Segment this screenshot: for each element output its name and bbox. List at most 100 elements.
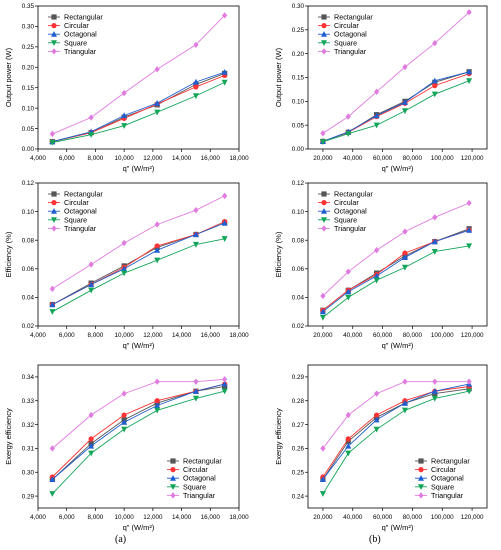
y-tick-label: 0.08 xyxy=(292,237,305,244)
data-point xyxy=(49,139,56,146)
x-tick-label: 6,000 xyxy=(59,332,75,339)
series-line-triangular xyxy=(52,378,225,449)
data-point xyxy=(88,132,95,138)
legend: RectangularCircularOctagonalSquareTriang… xyxy=(48,13,103,56)
x-tick-label: 8,000 xyxy=(88,332,104,339)
x-tick-label: 4,000 xyxy=(30,332,46,339)
y-tick-label: 0.29 xyxy=(22,493,35,500)
legend-marker xyxy=(51,191,57,197)
legend-marker xyxy=(321,191,327,197)
series-line-circular xyxy=(322,229,470,311)
series-square xyxy=(49,79,228,146)
data-point xyxy=(374,390,380,397)
data-point xyxy=(345,411,351,419)
chart-a-1: 4,000 6,000 8,000 10,000 12,000 14,000 16,000 1… xyxy=(4,3,249,173)
data-point xyxy=(401,399,408,406)
x-tick-label: 12,000 xyxy=(143,514,163,521)
y-axis-label: Efficiency (%) xyxy=(4,231,13,277)
series-line-circular xyxy=(52,221,225,305)
data-point xyxy=(192,93,199,100)
series-octagonal xyxy=(49,219,228,308)
y-tick-label: 0.25 xyxy=(292,469,305,476)
data-point xyxy=(466,78,473,85)
x-axis-label: q" (W/m²) xyxy=(382,523,414,532)
x-tick-label: 16,000 xyxy=(201,332,221,339)
data-point xyxy=(121,419,128,425)
series-line-triangular xyxy=(322,202,470,297)
legend-marker xyxy=(321,200,327,206)
legend-label: Circular xyxy=(431,465,456,474)
legend-label: Triangular xyxy=(64,47,97,56)
y-tick-label: 0.15 xyxy=(22,85,35,92)
plot-frame xyxy=(37,364,240,509)
data-point xyxy=(154,247,161,253)
data-point xyxy=(222,12,228,19)
data-point xyxy=(401,407,408,414)
series-line-triangular xyxy=(322,11,470,134)
legend-label: Octagonal xyxy=(334,207,367,216)
legend-marker xyxy=(321,31,327,37)
data-point xyxy=(121,123,128,129)
x-tick-label: 60,000 xyxy=(373,332,393,339)
data-point xyxy=(402,378,408,385)
data-point xyxy=(88,450,95,457)
series-circular xyxy=(49,72,228,145)
x-tick-label: 6,000 xyxy=(59,514,75,521)
data-point xyxy=(121,426,128,433)
y-tick-label: 0.05 xyxy=(292,122,305,129)
series-line-octagonal xyxy=(52,383,225,480)
series-line-octagonal xyxy=(52,71,225,143)
y-tick-label: 0.26 xyxy=(292,446,305,453)
legend-marker xyxy=(51,14,57,20)
x-tick-label: 100,000 xyxy=(431,332,454,339)
data-point xyxy=(320,292,326,300)
legend-label: Square xyxy=(183,482,206,491)
y-tick-label: 0.27 xyxy=(292,422,305,429)
legend-label: Octagonal xyxy=(64,207,97,216)
data-point xyxy=(193,84,199,90)
legend-label: Triangular xyxy=(334,47,367,56)
y-tick-label: 0.30 xyxy=(22,469,35,476)
data-point xyxy=(374,247,380,254)
x-tick-label: 18,000 xyxy=(229,155,249,162)
series-line-circular xyxy=(52,75,225,143)
y-tick-label: 0.35 xyxy=(22,3,35,10)
series-triangular xyxy=(49,376,228,452)
legend-label: Rectangular xyxy=(334,190,373,199)
data-point xyxy=(88,411,94,419)
legend-label: Square xyxy=(334,215,357,224)
data-point xyxy=(154,100,161,106)
legend-label: Circular xyxy=(64,198,89,207)
series-line-square xyxy=(52,81,225,143)
data-point xyxy=(345,268,351,275)
legend-label: Rectangular xyxy=(183,457,222,466)
data-point xyxy=(319,476,326,482)
legend-label: Square xyxy=(431,482,454,491)
legend-label: Circular xyxy=(334,21,359,30)
series-line-rectangular xyxy=(322,388,470,480)
data-point xyxy=(345,294,352,301)
series-line-rectangular xyxy=(322,228,470,311)
y-tick-label: 0.06 xyxy=(292,266,305,273)
series-square xyxy=(319,243,473,321)
series-square xyxy=(49,236,228,315)
legend-label: Circular xyxy=(183,465,208,474)
x-tick-label: 20,000 xyxy=(313,514,333,521)
legend-marker xyxy=(51,217,57,223)
x-tick-label: 120,000 xyxy=(461,332,484,339)
legend-label: Rectangular xyxy=(64,190,103,199)
legend-marker xyxy=(51,208,57,214)
data-point xyxy=(431,388,438,394)
x-tick-label: 120,000 xyxy=(461,514,484,521)
data-point xyxy=(373,277,380,284)
x-tick-label: 10,000 xyxy=(115,155,135,162)
data-point xyxy=(466,8,472,16)
y-axis-label: Output power (W) xyxy=(274,47,283,107)
data-point xyxy=(432,39,438,47)
data-point xyxy=(192,78,199,85)
x-tick-label: 80,000 xyxy=(403,332,423,339)
x-tick-label: 16,000 xyxy=(201,155,221,162)
series-line-triangular xyxy=(322,381,470,449)
series-square xyxy=(319,78,473,146)
